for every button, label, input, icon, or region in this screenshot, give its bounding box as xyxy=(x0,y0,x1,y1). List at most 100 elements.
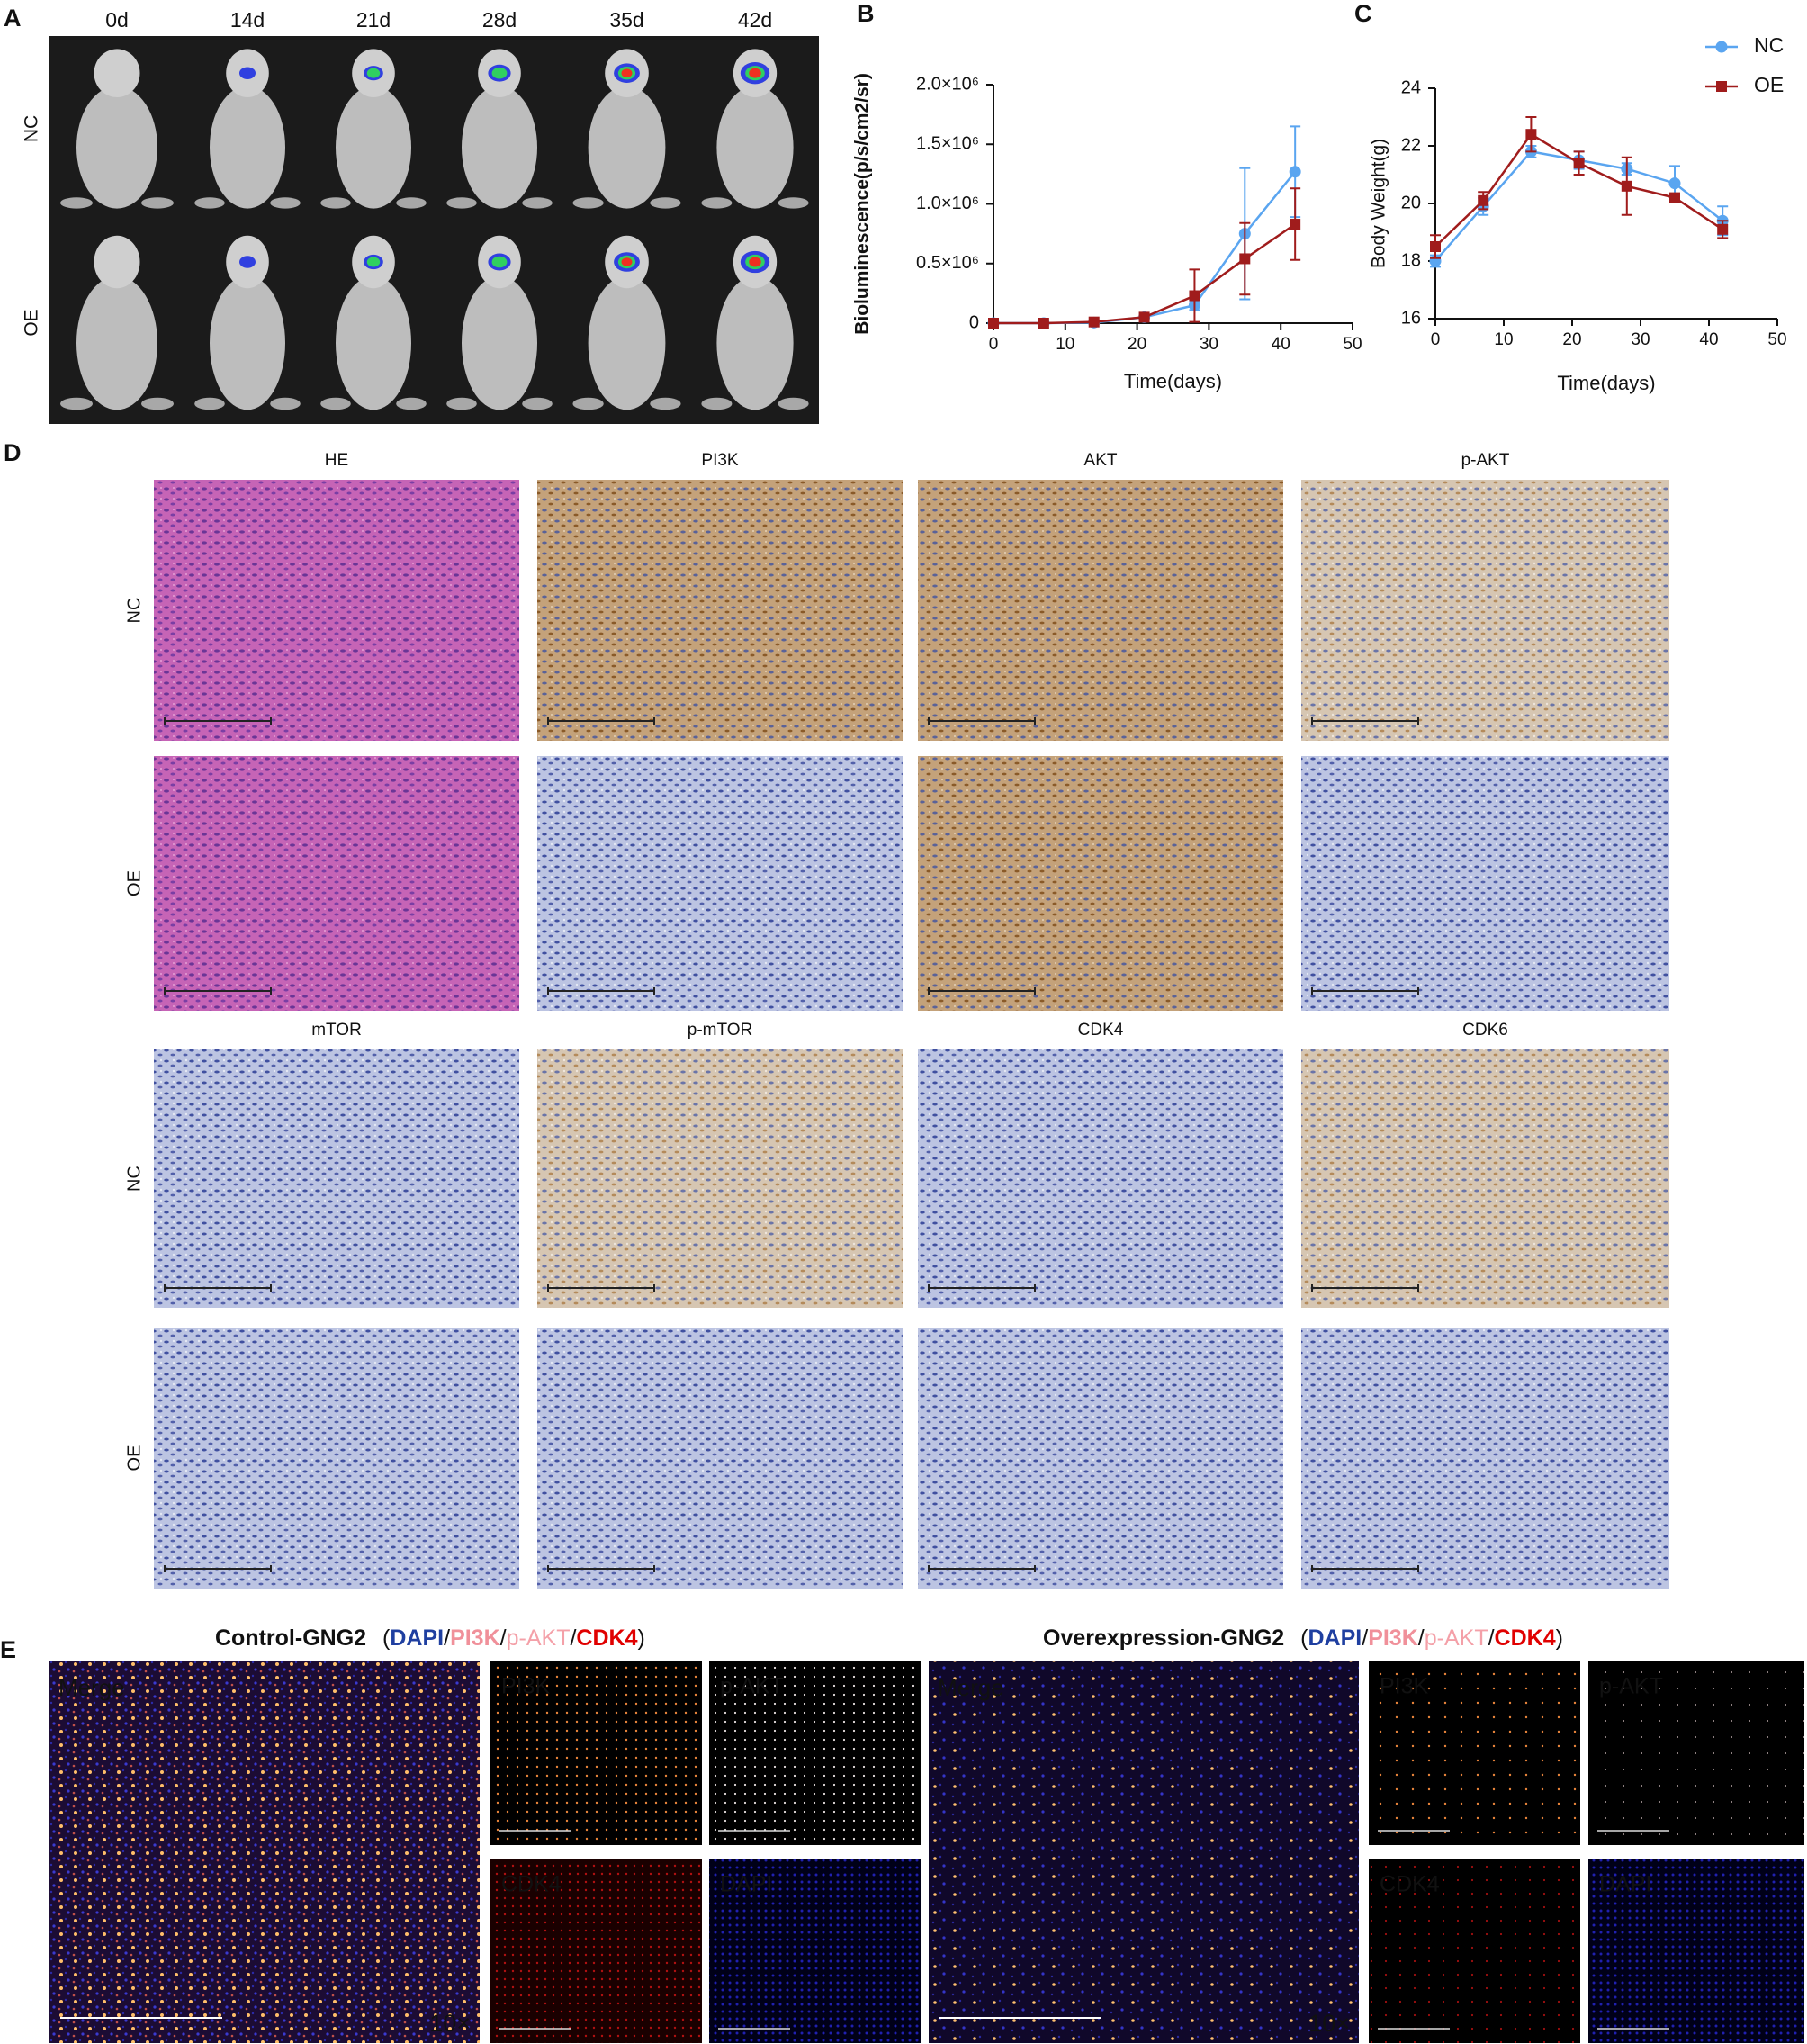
y-axis-title: Body Weight(g) xyxy=(1369,139,1389,268)
scale-bar xyxy=(547,1565,655,1572)
mouse-leg xyxy=(320,397,351,410)
scale-bar xyxy=(928,717,1036,725)
y-tick-label: 24 xyxy=(1401,77,1421,97)
stain-title: p-AKT xyxy=(1461,451,1510,470)
mouse-leg xyxy=(572,397,604,410)
scale-bar xyxy=(928,1284,1036,1292)
signal xyxy=(621,68,633,77)
mouse-body xyxy=(588,275,666,410)
mouse-leg xyxy=(650,397,681,410)
legend-part: DAPI xyxy=(390,1625,444,1651)
x-tick-label: 50 xyxy=(1767,330,1786,349)
point xyxy=(1088,316,1100,328)
signal xyxy=(366,257,381,267)
y-tick-label: 20 xyxy=(1401,193,1421,212)
scale-bar xyxy=(164,1565,272,1572)
row-label: OE xyxy=(124,1445,144,1472)
micrograph xyxy=(154,1328,519,1589)
point xyxy=(1289,166,1301,178)
legend-part: PI3K xyxy=(1368,1625,1418,1651)
stain-title: HE xyxy=(325,451,348,470)
group-title: Control-GNG2 (DAPI/PI3K/p-AKT/CDK4) xyxy=(215,1625,645,1651)
micrograph xyxy=(154,1049,519,1308)
point xyxy=(1669,192,1680,203)
signal xyxy=(749,68,761,78)
legend-part: / xyxy=(500,1625,507,1651)
timepoint-label: 21d xyxy=(356,8,391,32)
legend-marker xyxy=(1716,81,1727,92)
micrograph xyxy=(537,756,903,1011)
mouse-leg xyxy=(572,197,604,209)
legend-part: / xyxy=(1418,1625,1425,1651)
scale-bar xyxy=(164,1284,272,1292)
point xyxy=(1621,180,1632,192)
channel-label: CDK4 xyxy=(1380,1872,1440,1897)
mouse-leg xyxy=(396,397,427,410)
point xyxy=(1290,219,1301,230)
micrograph xyxy=(918,756,1283,1011)
scale-bar xyxy=(928,1565,1036,1572)
mouse-body xyxy=(210,86,285,209)
signal xyxy=(621,257,633,266)
scale-bar xyxy=(928,987,1036,995)
row-label: NC xyxy=(124,1166,144,1192)
signal xyxy=(366,68,381,78)
x-tick-label: 10 xyxy=(1494,330,1513,349)
mouse-leg xyxy=(650,197,681,209)
channel-label: DAPI xyxy=(720,1872,772,1897)
mouse-leg xyxy=(194,197,225,209)
micrograph xyxy=(154,756,519,1011)
mouse-leg xyxy=(522,397,553,410)
channel-label: PI3K xyxy=(1380,1674,1429,1699)
mouse-leg xyxy=(270,197,301,209)
timepoint-label: 35d xyxy=(609,8,643,32)
micrograph xyxy=(918,1049,1283,1308)
x-tick-label: 0 xyxy=(1431,330,1441,349)
row-label: NC xyxy=(22,115,42,142)
y-tick-label: 18 xyxy=(1401,250,1421,270)
stain-title: mTOR xyxy=(311,1021,362,1040)
channel-image xyxy=(1588,1859,1804,2043)
y-tick-label: 0.5×10⁶ xyxy=(916,253,979,273)
point xyxy=(1239,253,1251,265)
point xyxy=(1478,194,1489,206)
mouse-body xyxy=(76,86,157,209)
micrograph xyxy=(1301,756,1669,1011)
micrograph xyxy=(1301,1328,1669,1589)
y-tick-label: 22 xyxy=(1401,135,1421,155)
stain-title: AKT xyxy=(1084,451,1118,470)
signal xyxy=(491,67,508,79)
channel-label: p-AKT xyxy=(1599,1674,1663,1699)
channel-label: DAPI xyxy=(1599,1872,1651,1897)
channel-image xyxy=(1369,1661,1580,1845)
mouse-leg xyxy=(396,197,427,209)
legend-part: ( xyxy=(382,1625,391,1651)
legend-part: / xyxy=(1362,1625,1368,1651)
legend-part: p-AKT xyxy=(1425,1625,1488,1651)
mouse-leg xyxy=(320,197,351,209)
y-tick-label: 16 xyxy=(1401,308,1421,328)
scale-bar xyxy=(1311,987,1419,995)
panel-letter: A xyxy=(4,5,22,32)
series-line xyxy=(993,222,1296,325)
point xyxy=(1138,311,1150,323)
signal xyxy=(239,67,256,79)
legend-part: ) xyxy=(1556,1625,1563,1651)
panel-letter: B xyxy=(857,0,875,27)
channel-image xyxy=(709,1859,921,2043)
scale-bar xyxy=(547,717,655,725)
x-tick-label: 50 xyxy=(1343,335,1362,354)
mouse-head xyxy=(94,49,140,97)
mouse-body xyxy=(716,86,794,209)
mouse-leg xyxy=(270,397,301,410)
merge-image xyxy=(929,1661,1359,2043)
y-tick-label: 1.5×10⁶ xyxy=(916,134,979,154)
scale-bar xyxy=(164,717,272,725)
group-title-text: Control-GNG2 xyxy=(215,1625,366,1651)
mouse-body xyxy=(462,275,537,410)
channel-label: p-AKT xyxy=(720,1674,784,1699)
point xyxy=(988,318,999,329)
micrograph xyxy=(1301,480,1669,741)
